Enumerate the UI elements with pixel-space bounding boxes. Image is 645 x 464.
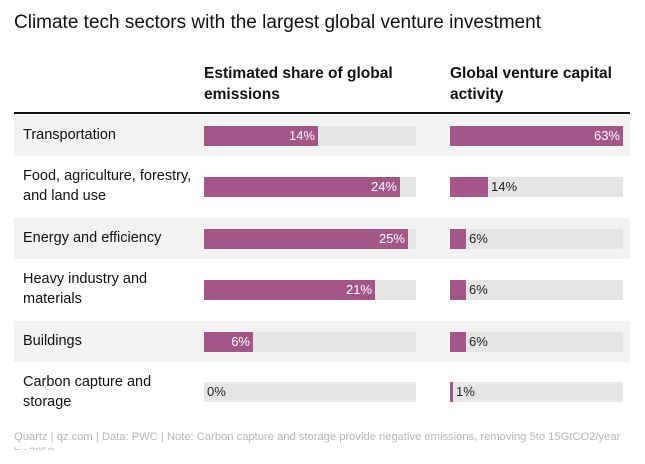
category-label: Food, agriculture, forestry, and land us… — [23, 168, 192, 204]
bar — [204, 126, 318, 146]
category-label: Carbon capture and storage — [23, 374, 152, 410]
bar-value-label: 6% — [469, 334, 488, 349]
bar — [204, 332, 253, 352]
bar-value-label: 21% — [345, 282, 372, 297]
bar — [450, 177, 488, 197]
bar-track: 14% — [450, 177, 623, 197]
bar-value-label: 25% — [378, 231, 405, 246]
chart-row: Carbon capture and storage 0% 1% — [14, 362, 630, 423]
bar — [450, 280, 466, 300]
chart-title: Climate tech sectors with the largest gl… — [14, 12, 541, 33]
chart-row: Energy and efficiency 25% 6% — [14, 218, 630, 260]
bar-value-label: 63% — [593, 128, 620, 143]
bar-track: 6% — [450, 280, 623, 300]
bar-track: 24% — [204, 177, 416, 197]
chart-row: Heavy industry and materials 21% 6% — [14, 259, 630, 322]
bar — [450, 229, 466, 249]
column-header-emissions: Estimated share of global emissions — [204, 65, 393, 103]
bar-track: 6% — [450, 229, 623, 249]
bar-track: 25% — [204, 229, 416, 249]
header-divider — [14, 112, 630, 114]
bar-value-label: 6% — [469, 231, 488, 246]
bar-track: 6% — [450, 332, 623, 352]
bar — [204, 280, 375, 300]
bar — [204, 177, 400, 197]
chart-row: Food, agriculture, forestry, and land us… — [14, 156, 630, 219]
bar-track: 0% — [204, 382, 416, 402]
category-label: Buildings — [23, 333, 82, 349]
chart-footer: Quartz | qz.com | Data: PWC | Note: Carb… — [14, 431, 621, 450]
bar — [204, 229, 408, 249]
category-label: Transportation — [23, 127, 116, 143]
bar-track: 1% — [450, 382, 623, 402]
bar-track: 21% — [204, 280, 416, 300]
bar-value-label: 24% — [370, 179, 397, 194]
bar-track: 6% — [204, 332, 416, 352]
bar — [450, 126, 623, 146]
bar — [450, 332, 466, 352]
bar-value-label: 6% — [231, 334, 250, 349]
chart-row: Transportation 14% 63% — [14, 115, 630, 157]
bar-track: 14% — [204, 126, 416, 146]
chart-row: Buildings 6% 6% — [14, 321, 630, 363]
bar-value-label: 0% — [207, 384, 226, 399]
category-label: Energy and efficiency — [23, 230, 162, 246]
bar-value-label: 1% — [456, 384, 475, 399]
bar-value-label: 6% — [469, 282, 488, 297]
column-header-venture-capital: Global venture capital activity — [450, 65, 612, 103]
category-label: Heavy industry and materials — [23, 271, 148, 307]
bar-value-label: 14% — [491, 179, 518, 194]
bar-track: 63% — [450, 126, 623, 146]
bar — [450, 382, 453, 402]
bar-value-label: 14% — [288, 128, 315, 143]
